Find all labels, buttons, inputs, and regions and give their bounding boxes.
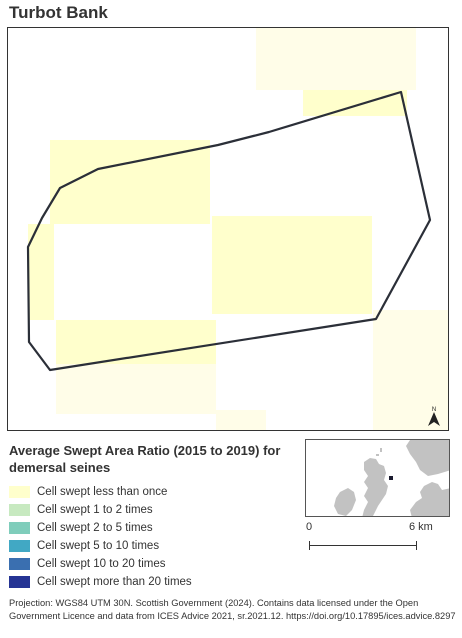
swept-cell <box>212 216 372 314</box>
scale-tick <box>416 541 417 550</box>
svg-text:N: N <box>432 407 436 413</box>
land-britain <box>362 458 388 516</box>
locator-inset-map <box>305 439 450 517</box>
legend-swatch <box>9 558 30 570</box>
legend: Cell swept less than once Cell swept 1 t… <box>9 483 192 591</box>
swept-cell <box>256 28 416 90</box>
land-ireland <box>334 488 356 516</box>
land-continent <box>410 482 449 516</box>
legend-item: Cell swept less than once <box>9 483 192 501</box>
legend-swatch <box>9 486 30 498</box>
swept-cell <box>216 410 266 430</box>
scale-start-label: 0 <box>306 521 313 533</box>
legend-swatch <box>9 522 30 534</box>
scale-tick <box>309 541 310 550</box>
legend-swatch <box>9 576 30 588</box>
locator-map-canvas <box>334 440 449 516</box>
legend-title: Average Swept Area Ratio (2015 to 2019) … <box>9 443 281 475</box>
legend-label: Cell swept 1 to 2 times <box>37 504 153 516</box>
location-marker <box>389 476 393 480</box>
legend-label: Cell swept less than once <box>37 486 168 498</box>
land-masses <box>334 440 449 516</box>
legend-label: Cell swept 5 to 10 times <box>37 540 160 552</box>
land-orkney <box>376 454 379 456</box>
legend-item: Cell swept 1 to 2 times <box>9 501 192 519</box>
scale-end-label: 6 km <box>409 521 433 533</box>
land-norway <box>406 440 449 476</box>
map-canvas[interactable] <box>8 28 449 431</box>
map-panel[interactable]: N <box>7 27 449 431</box>
attribution-text: Projection: WGS84 UTM 30N. Scottish Gove… <box>9 598 456 621</box>
legend-label: Cell swept 10 to 20 times <box>37 558 166 570</box>
scale-bar: 0 6 km <box>305 521 445 553</box>
scale-line <box>309 545 417 546</box>
legend-item: Cell swept 2 to 5 times <box>9 519 192 537</box>
legend-label: Cell swept 2 to 5 times <box>37 522 153 534</box>
land-shetland <box>380 448 382 452</box>
legend-swatch <box>9 540 30 552</box>
swept-area-cells <box>28 28 448 430</box>
legend-item: Cell swept 10 to 20 times <box>9 555 192 573</box>
map-title: Turbot Bank <box>9 3 108 22</box>
swept-cell <box>373 310 448 430</box>
legend-label: Cell swept more than 20 times <box>37 576 192 588</box>
swept-cell <box>50 140 210 224</box>
legend-item: Cell swept more than 20 times <box>9 573 192 591</box>
legend-item: Cell swept 5 to 10 times <box>9 537 192 555</box>
north-arrow-icon: N <box>428 407 440 426</box>
swept-cell <box>56 364 216 414</box>
legend-swatch <box>9 504 30 516</box>
turbot-bank-boundary <box>26 90 432 372</box>
